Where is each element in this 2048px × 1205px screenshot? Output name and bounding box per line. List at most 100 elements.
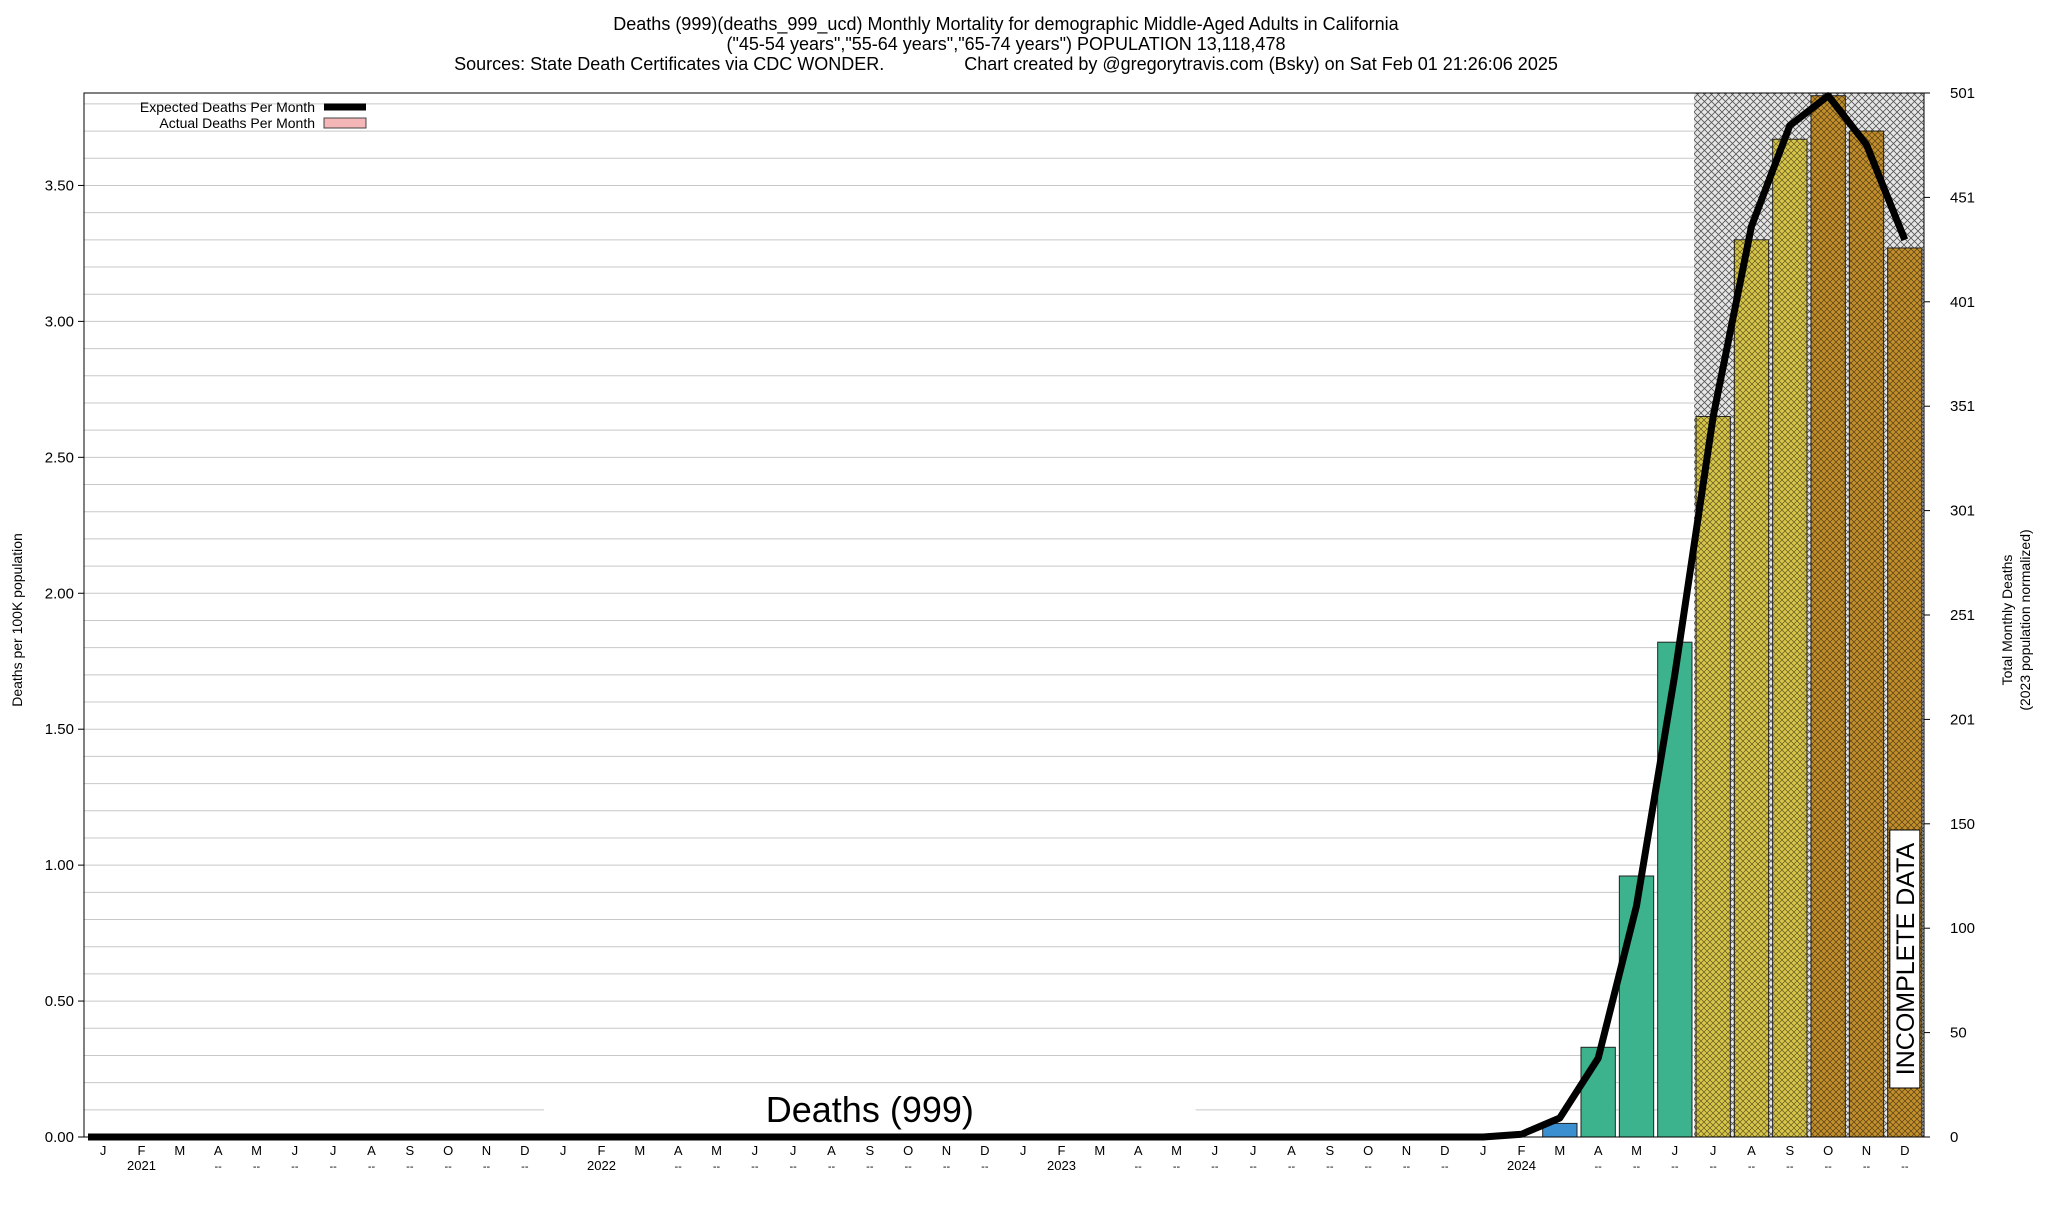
- x-tick-label: M: [711, 1143, 722, 1158]
- x-tick-label: A: [367, 1143, 376, 1158]
- bar-hatch: [1734, 239, 1769, 1137]
- x-tick-label: M: [1554, 1143, 1565, 1158]
- x-tick-label: D: [520, 1143, 529, 1158]
- x-tick-label: A: [214, 1143, 223, 1158]
- x-tick-sublabel: --: [1633, 1161, 1641, 1173]
- x-tick-sublabel: --: [291, 1161, 299, 1173]
- x-tick-label: F: [138, 1143, 146, 1158]
- bar-hatch: [1849, 131, 1884, 1137]
- bar-hatch: [1696, 416, 1731, 1137]
- y2-tick-label: 401: [1950, 294, 1975, 311]
- x-tick-label: J: [1672, 1143, 1679, 1158]
- x-tick-sublabel: --: [790, 1161, 798, 1173]
- x-tick-label: M: [1171, 1143, 1182, 1158]
- x-tick-sublabel: --: [1365, 1161, 1373, 1173]
- chart-title-line-1: Deaths (999)(deaths_999_ucd) Monthly Mor…: [613, 14, 1399, 35]
- x-tick-sublabel: --: [483, 1161, 491, 1173]
- x-tick-sublabel: --: [1748, 1161, 1756, 1173]
- x-tick-label: M: [634, 1143, 645, 1158]
- x-tick-label: J: [1480, 1143, 1487, 1158]
- x-tick-label: O: [1363, 1143, 1373, 1158]
- x-tick-sublabel: --: [1671, 1161, 1679, 1173]
- legend-swatch-box: [323, 117, 367, 129]
- x-tick-label: J: [790, 1143, 797, 1158]
- x-tick-sublabel: --: [1326, 1161, 1334, 1173]
- y-tick-label: 3.00: [45, 313, 74, 330]
- x-tick-label: A: [1594, 1143, 1603, 1158]
- x-tick-label: D: [1900, 1143, 1909, 1158]
- x-tick-sublabel: --: [368, 1161, 376, 1173]
- x-tick-label: J: [1250, 1143, 1257, 1158]
- x-tick-label: M: [174, 1143, 185, 1158]
- x-tick-sublabel: --: [1250, 1161, 1258, 1173]
- y2-tick-label: 351: [1950, 398, 1975, 415]
- x-tick-sublabel: --: [828, 1161, 836, 1173]
- watermark-backdrop: [544, 1108, 1196, 1136]
- x-tick-sublabel: --: [943, 1161, 951, 1173]
- x-tick-sublabel: --: [406, 1161, 414, 1173]
- y-tick-label: 2.50: [45, 449, 74, 466]
- year-label: 2024: [1507, 1158, 1536, 1173]
- x-tick-label: F: [598, 1143, 606, 1158]
- y2-tick-label: 150: [1950, 816, 1975, 833]
- y-tick-label: 2.00: [45, 585, 74, 602]
- x-tick-label: D: [980, 1143, 989, 1158]
- x-tick-sublabel: --: [981, 1161, 989, 1173]
- x-tick-sublabel: --: [1211, 1161, 1219, 1173]
- x-tick-label: J: [1710, 1143, 1717, 1158]
- x-tick-sublabel: --: [1786, 1161, 1794, 1173]
- x-tick-sublabel: --: [1710, 1161, 1718, 1173]
- chart-title-line-3: Sources: State Death Certificates via CD…: [454, 54, 1558, 74]
- x-tick-label: J: [1212, 1143, 1219, 1158]
- x-tick-label: J: [752, 1143, 759, 1158]
- x-tick-sublabel: --: [713, 1161, 721, 1173]
- y-tick-label: 1.50: [45, 721, 74, 738]
- watermark-text: Deaths (999): [766, 1089, 974, 1130]
- x-tick-sublabel: --: [1825, 1161, 1833, 1173]
- y-tick-label: 3.50: [45, 177, 74, 194]
- x-tick-sublabel: --: [521, 1161, 529, 1173]
- bar-hatch: [1772, 139, 1807, 1137]
- x-tick-sublabel: --: [905, 1161, 913, 1173]
- y2-tick-label: 501: [1950, 85, 1975, 102]
- x-tick-sublabel: --: [1288, 1161, 1296, 1173]
- x-tick-sublabel: --: [1901, 1161, 1909, 1173]
- x-tick-label: A: [674, 1143, 683, 1158]
- x-tick-label: S: [405, 1143, 414, 1158]
- x-tick-label: J: [560, 1143, 567, 1158]
- chart-title: Deaths (999)(deaths_999_ucd) Monthly Mor…: [454, 14, 1558, 74]
- x-tick-sublabel: --: [1135, 1161, 1143, 1173]
- x-tick-sublabel: --: [445, 1161, 453, 1173]
- x-tick-label: O: [1823, 1143, 1833, 1158]
- x-tick-label: A: [1747, 1143, 1756, 1158]
- bar: [1657, 641, 1693, 1138]
- incomplete-label-box: [1889, 829, 1921, 1089]
- x-tick-label: N: [1862, 1143, 1871, 1158]
- x-tick-label: F: [1518, 1143, 1526, 1158]
- x-tick-label: N: [482, 1143, 491, 1158]
- x-tick-label: D: [1440, 1143, 1449, 1158]
- x-tick-label: M: [251, 1143, 262, 1158]
- x-tick-sublabel: --: [1173, 1161, 1181, 1173]
- x-tick-sublabel: --: [866, 1161, 874, 1173]
- x-tick-label: J: [292, 1143, 299, 1158]
- x-tick-sublabel: --: [1441, 1161, 1449, 1173]
- year-label: 2022: [587, 1158, 616, 1173]
- x-tick-label: O: [903, 1143, 913, 1158]
- x-tick-sublabel: --: [215, 1161, 223, 1173]
- x-tick-label: A: [1134, 1143, 1143, 1158]
- x-tick-label: M: [1631, 1143, 1642, 1158]
- x-tick-label: M: [1094, 1143, 1105, 1158]
- x-tick-label: N: [1402, 1143, 1411, 1158]
- legend-label: Actual Deaths Per Month: [159, 115, 315, 131]
- y2-axis-label-line-2: (2023 population normalized): [2017, 529, 2033, 710]
- y2-tick-label: 201: [1950, 711, 1975, 728]
- x-tick-sublabel: --: [1863, 1161, 1871, 1173]
- x-tick-label: O: [443, 1143, 453, 1158]
- year-label: 2021: [127, 1158, 156, 1173]
- y-tick-label: 0.50: [45, 993, 74, 1010]
- x-tick-label: J: [100, 1143, 107, 1158]
- x-tick-label: N: [942, 1143, 951, 1158]
- incomplete-data-label: INCOMPLETE DATA: [1892, 842, 1920, 1075]
